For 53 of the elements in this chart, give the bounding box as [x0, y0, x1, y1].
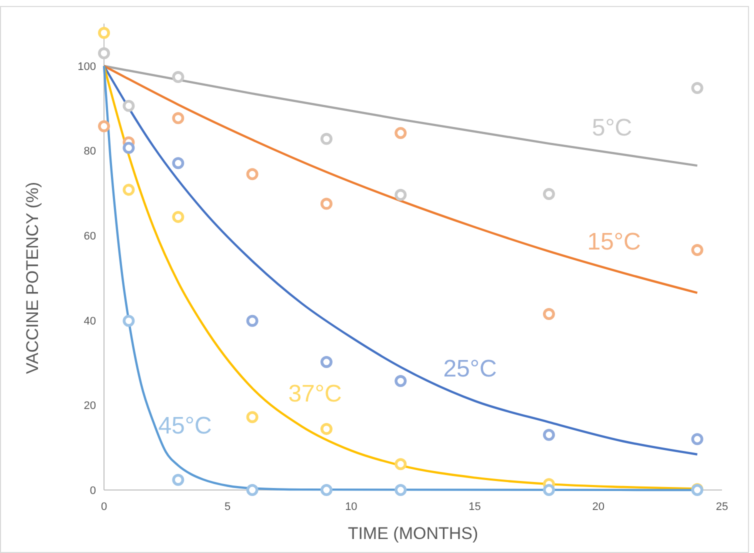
point [320, 484, 332, 496]
point [122, 142, 135, 154]
annotation: 37°C [288, 380, 342, 408]
point [172, 474, 184, 486]
point [394, 188, 407, 201]
y-tick-label: 0 [90, 484, 96, 497]
x-tick-label: 10 [345, 501, 358, 513]
y-tick-label: 100 [78, 60, 96, 73]
point [394, 458, 407, 470]
x-tick-label: 25 [716, 501, 728, 513]
point [691, 433, 704, 446]
point [542, 484, 555, 496]
point [542, 188, 555, 200]
point [246, 411, 258, 424]
point [98, 26, 110, 39]
point [172, 157, 184, 170]
point [320, 356, 332, 368]
point [98, 120, 110, 132]
point [172, 210, 184, 223]
point [394, 126, 407, 139]
point [320, 422, 332, 435]
y-axis-title: VACCINE POTENCY (%) [23, 182, 42, 374]
x-tick-label: 5 [224, 501, 231, 513]
point [172, 112, 184, 124]
point [122, 184, 135, 196]
point [542, 428, 555, 441]
y-tick-label: 20 [84, 400, 96, 412]
point [246, 484, 258, 496]
annotation: 25°C [443, 355, 497, 382]
point [542, 308, 555, 320]
point [691, 244, 704, 256]
point [122, 314, 135, 327]
annotation: 45°C [158, 412, 212, 440]
point [122, 100, 135, 112]
x-tick-label: 15 [468, 501, 481, 513]
x-tick-label: 0 [100, 501, 108, 513]
point [246, 168, 258, 180]
y-tick-label: 40 [84, 315, 96, 328]
annotation: 15°C [587, 228, 641, 256]
point [246, 314, 258, 327]
x-axis-title: TIME (MONTHS) [348, 524, 478, 543]
line-series [102, 64, 698, 294]
point [394, 484, 407, 496]
line-series [102, 64, 698, 167]
y-tick-label: 80 [84, 146, 96, 158]
point [98, 47, 110, 60]
point [320, 132, 332, 145]
y-tick-label: 60 [84, 230, 96, 242]
point [691, 82, 704, 94]
x-tick-label: 20 [592, 501, 605, 513]
point [172, 71, 184, 84]
point [320, 198, 332, 210]
point [394, 375, 407, 388]
